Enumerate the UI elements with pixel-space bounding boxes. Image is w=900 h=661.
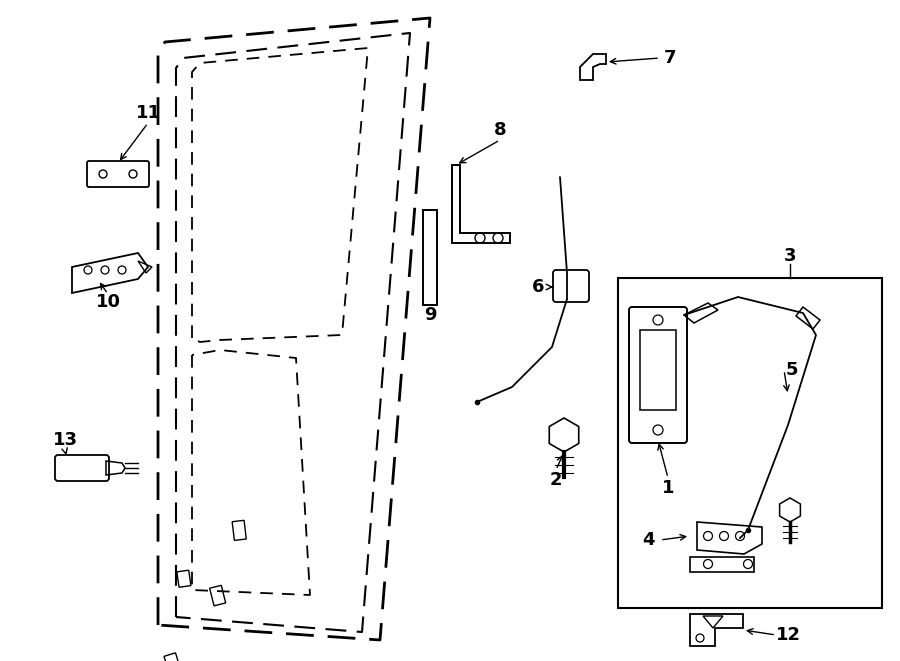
Bar xyxy=(164,653,181,661)
Bar xyxy=(176,570,191,587)
Text: 9: 9 xyxy=(424,306,436,324)
Text: 3: 3 xyxy=(784,247,796,265)
Bar xyxy=(210,586,226,606)
Bar xyxy=(640,330,676,410)
Bar xyxy=(618,278,882,608)
Text: 1: 1 xyxy=(662,479,674,497)
Text: 11: 11 xyxy=(136,104,160,122)
Text: 6: 6 xyxy=(532,278,544,296)
Text: 5: 5 xyxy=(786,361,798,379)
Bar xyxy=(232,520,247,541)
Text: 7: 7 xyxy=(664,49,676,67)
Text: 8: 8 xyxy=(494,121,507,139)
Text: 2: 2 xyxy=(550,471,562,489)
FancyBboxPatch shape xyxy=(629,307,687,443)
Text: 13: 13 xyxy=(52,431,77,449)
Text: 10: 10 xyxy=(95,293,121,311)
Text: 4: 4 xyxy=(642,531,654,549)
Text: 12: 12 xyxy=(776,626,800,644)
